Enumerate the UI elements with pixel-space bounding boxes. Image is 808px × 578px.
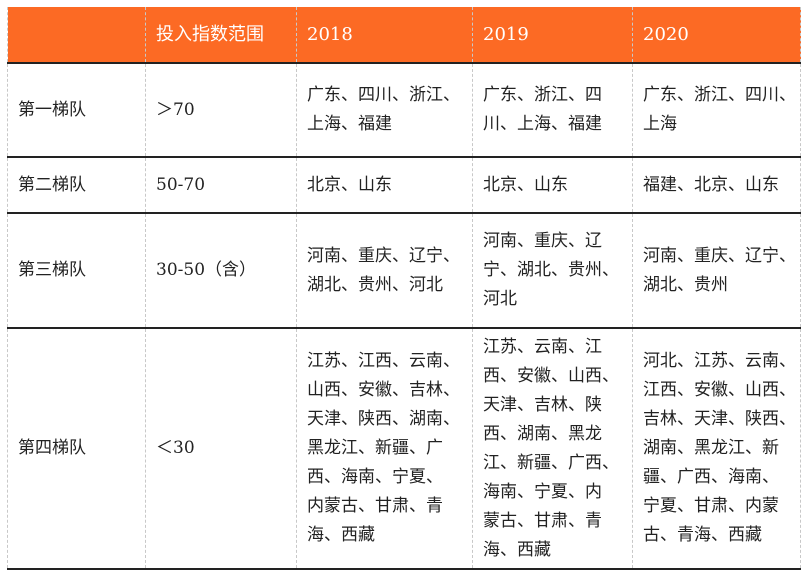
cell-line: 宁、湖北、贵州、 bbox=[483, 260, 619, 280]
provinces-cell-2019: 江苏、云南、江 西、安徽、山西、 天津、吉林、陕 西、湖南、黑龙 江、新疆、广西、 海南、… bbox=[472, 328, 633, 569]
cell-line: 湖南、黑龙江、新 bbox=[643, 438, 779, 458]
cell-line: 西、湖南、黑龙 bbox=[483, 423, 602, 444]
cell-line: 北京、山东 bbox=[483, 174, 568, 195]
tier-cell: 第三梯队 bbox=[7, 213, 146, 328]
cell-line: 江西、安徽、山西、 bbox=[643, 380, 796, 400]
cell-line: 江苏、云南、江 bbox=[483, 336, 602, 357]
range-cell: ＞70 bbox=[145, 63, 297, 157]
cell-line: 海南、宁夏、内 bbox=[483, 481, 602, 502]
provinces-cell-2019: 河南、重庆、辽 宁、湖北、贵州、 河北 bbox=[472, 213, 633, 328]
cell-line: 内蒙古、甘肃、青 bbox=[307, 496, 443, 516]
cell-line: 蒙古、甘肃、青 bbox=[483, 510, 602, 531]
provinces-cell-2019: 广东、浙江、四 川、上海、福建 bbox=[472, 63, 633, 157]
provinces-cell-2020: 广东、浙江、四川、 上海 bbox=[632, 63, 801, 157]
cell-line: 广东、浙江、四川、 bbox=[643, 85, 796, 105]
table-row: 第四梯队 ＜30 江苏、江西、云南、 山西、安徽、吉林、 天津、陕西、湖南、 黑龙江、新疆… bbox=[7, 328, 801, 569]
cell-line: 西、安徽、山西、 bbox=[483, 365, 619, 386]
cell-line: 河北 bbox=[483, 289, 517, 309]
provinces-cell-2018: 江苏、江西、云南、 山西、安徽、吉林、 天津、陕西、湖南、 黑龙江、新疆、广 西、海南、… bbox=[296, 328, 473, 569]
cell-line: 广东、浙江、四 bbox=[483, 85, 602, 105]
cell-line: 川、上海、福建 bbox=[483, 114, 602, 134]
cell-line: 天津、陕西、湖南、 bbox=[307, 409, 460, 429]
cell-line: 上海 bbox=[643, 114, 677, 134]
range-cell: ＜30 bbox=[145, 328, 297, 569]
provinces-cell-2020: 河南、重庆、辽宁、 湖北、贵州 bbox=[632, 213, 801, 328]
tier-cell: 第一梯队 bbox=[7, 63, 146, 157]
cell-line: 海、西藏 bbox=[307, 525, 375, 545]
cell-line: 江、新疆、广西、 bbox=[483, 452, 619, 473]
provinces-cell-2018: 河南、重庆、辽宁、 湖北、贵州、河北 bbox=[296, 213, 473, 328]
table-row: 第二梯队 50-70 北京、山东 北京、山东 福建、北京、山东 bbox=[7, 157, 801, 213]
cell-line: 江苏、江西、云南、 bbox=[307, 351, 460, 371]
cell-line: 西、海南、宁夏、 bbox=[307, 467, 443, 487]
cell-line: 天津、吉林、陕 bbox=[483, 394, 602, 415]
provinces-cell-2020: 河北、江苏、云南、 江西、安徽、山西、 吉林、天津、陕西、 湖南、黑龙江、新 疆、广西、… bbox=[632, 328, 801, 569]
cell-line: 古、青海、西藏 bbox=[643, 525, 762, 545]
cell-line: 黑龙江、新疆、广 bbox=[307, 438, 443, 458]
provinces-cell-2019: 北京、山东 bbox=[472, 157, 633, 213]
provinces-cell-2018: 广东、四川、浙江、 上海、福建 bbox=[296, 63, 473, 157]
tier-table: 投入指数范围 2018 2019 2020 第一梯队 ＞70 广东、四川、浙江、 上海… bbox=[7, 7, 801, 570]
cell-line: 河北、江苏、云南、 bbox=[643, 351, 796, 371]
cell-line: 湖北、贵州、河北 bbox=[307, 274, 443, 295]
cell-line: 河南、重庆、辽宁、 bbox=[307, 245, 460, 266]
table-row: 第一梯队 ＞70 广东、四川、浙江、 上海、福建 广东、浙江、四 川、上海、福建 广东、浙江… bbox=[7, 63, 801, 157]
cell-line: 北京、山东 bbox=[307, 174, 392, 195]
cell-line: 山西、安徽、吉林、 bbox=[307, 380, 460, 400]
range-cell: 30-50（含） bbox=[145, 213, 297, 328]
cell-line: 宁夏、甘肃、内蒙 bbox=[643, 496, 779, 516]
provinces-cell-2018: 北京、山东 bbox=[296, 157, 473, 213]
cell-line: 海、西藏 bbox=[483, 539, 551, 560]
header-2020: 2020 bbox=[632, 7, 801, 64]
header-2019: 2019 bbox=[472, 7, 633, 64]
tier-cell: 第二梯队 bbox=[7, 157, 146, 213]
cell-line: 福建、北京、山东 bbox=[643, 174, 779, 195]
header-row: 投入指数范围 2018 2019 2020 bbox=[7, 7, 801, 64]
cell-line: 吉林、天津、陕西、 bbox=[643, 409, 796, 429]
cell-line: 河南、重庆、辽 bbox=[483, 231, 602, 251]
cell-line: 河南、重庆、辽宁、 bbox=[643, 245, 796, 266]
provinces-cell-2020: 福建、北京、山东 bbox=[632, 157, 801, 213]
cell-line: 疆、广西、海南、 bbox=[643, 467, 779, 487]
cell-line: 上海、福建 bbox=[307, 114, 392, 134]
tier-cell: 第四梯队 bbox=[7, 328, 146, 569]
header-2018: 2018 bbox=[296, 7, 473, 64]
range-cell: 50-70 bbox=[145, 157, 297, 213]
table-row: 第三梯队 30-50（含） 河南、重庆、辽宁、 湖北、贵州、河北 河南、重庆、辽 宁、湖北… bbox=[7, 213, 801, 328]
cell-line: 广东、四川、浙江、 bbox=[307, 85, 460, 105]
header-tier bbox=[7, 7, 146, 64]
header-range: 投入指数范围 bbox=[145, 7, 297, 64]
cell-line: 湖北、贵州 bbox=[643, 274, 728, 295]
